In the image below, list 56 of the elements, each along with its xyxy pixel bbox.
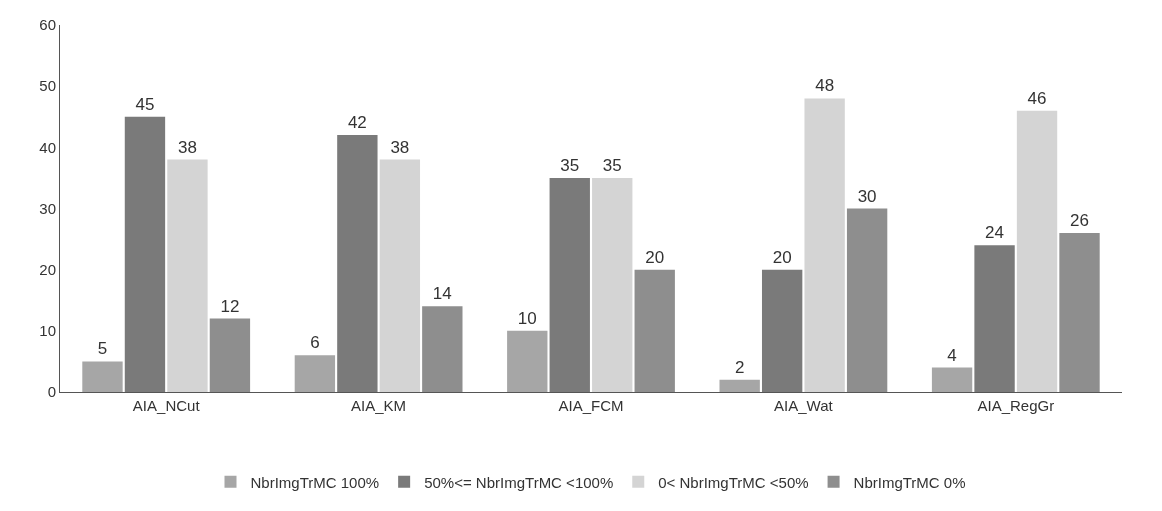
y-tick-label: 0 <box>47 383 56 401</box>
data-label: 30 <box>857 186 877 206</box>
bar <box>1059 232 1100 392</box>
bar <box>294 355 336 392</box>
data-label: 6 <box>310 333 320 353</box>
data-label: 14 <box>432 284 452 304</box>
data-label: 10 <box>517 308 537 328</box>
bar <box>719 379 760 392</box>
y-tick-label: 60 <box>39 16 56 34</box>
x-tick-label: AIA_KM <box>351 397 407 414</box>
bar <box>846 208 888 392</box>
data-label: 45 <box>135 94 155 114</box>
data-label: 48 <box>815 76 835 96</box>
y-tick-label: 20 <box>39 260 56 278</box>
bar <box>761 269 803 392</box>
data-label: 26 <box>1070 210 1089 230</box>
bar <box>549 177 590 392</box>
y-tick-label: 50 <box>39 77 56 95</box>
bar <box>124 116 166 392</box>
data-label: 35 <box>602 155 622 175</box>
x-tick-label: AIA_RegGr <box>977 397 1055 414</box>
data-label: 20 <box>645 247 665 267</box>
bar <box>507 330 548 392</box>
bar <box>592 177 633 392</box>
legend-label: 50%<= NbrImgTrMC <100% <box>424 473 614 491</box>
data-label: 20 <box>772 247 792 267</box>
y-tick-label: 10 <box>39 322 56 340</box>
bar <box>634 269 675 392</box>
data-label: 35 <box>560 155 580 175</box>
bar <box>974 245 1015 392</box>
legend-label: NbrImgTrMC 0% <box>853 473 966 491</box>
bar <box>209 318 251 392</box>
data-label: 12 <box>220 296 240 316</box>
data-label: 38 <box>390 137 410 157</box>
data-label: 2 <box>734 357 745 377</box>
bar <box>379 159 421 392</box>
bar <box>422 306 463 392</box>
bar <box>82 361 123 392</box>
data-label: 38 <box>177 137 197 157</box>
bar <box>931 367 973 392</box>
data-label: 46 <box>1027 88 1047 108</box>
data-label: 24 <box>985 223 1005 243</box>
x-tick-label: AIA_NCut <box>132 397 201 414</box>
legend-label: 0< NbrImgTrMC <50% <box>658 473 809 491</box>
x-tick-label: AIA_Wat <box>774 397 834 414</box>
x-tick-label: AIA_FCM <box>558 397 624 414</box>
y-tick-label: 40 <box>39 138 56 156</box>
bar <box>167 159 208 392</box>
y-tick-label: 30 <box>39 199 56 217</box>
bar <box>804 98 845 392</box>
data-label: 5 <box>97 339 108 359</box>
bar <box>1016 110 1058 392</box>
data-label: 42 <box>347 113 367 133</box>
bar <box>337 135 378 392</box>
data-label: 4 <box>947 345 957 365</box>
legend-label: NbrImgTrMC 100% <box>250 473 380 491</box>
